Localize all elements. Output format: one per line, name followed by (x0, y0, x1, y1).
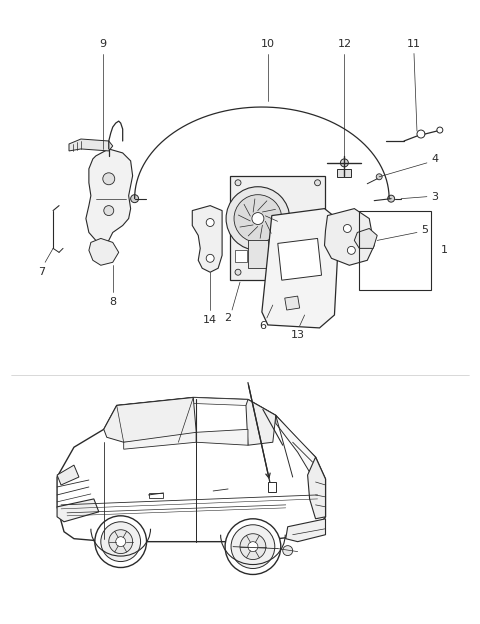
Polygon shape (278, 238, 322, 280)
Circle shape (95, 516, 146, 567)
Circle shape (248, 542, 258, 552)
Circle shape (231, 525, 275, 568)
Bar (235, 250, 247, 262)
Polygon shape (262, 208, 339, 328)
Polygon shape (246, 399, 276, 446)
Polygon shape (104, 397, 196, 442)
Circle shape (131, 195, 139, 203)
Polygon shape (57, 499, 99, 522)
Polygon shape (324, 208, 374, 265)
Circle shape (314, 269, 321, 275)
Polygon shape (196, 429, 248, 446)
Polygon shape (117, 397, 276, 419)
Polygon shape (286, 519, 325, 542)
Circle shape (104, 206, 114, 215)
Text: 11: 11 (407, 39, 421, 49)
Polygon shape (308, 457, 325, 519)
Polygon shape (89, 238, 119, 265)
Circle shape (417, 130, 425, 138)
Circle shape (348, 246, 355, 255)
Circle shape (235, 180, 241, 186)
Circle shape (206, 255, 214, 262)
Circle shape (225, 519, 281, 575)
Text: 2: 2 (225, 313, 232, 323)
Circle shape (101, 522, 141, 562)
Polygon shape (57, 465, 79, 485)
Circle shape (103, 173, 115, 185)
Bar (268, 482, 276, 492)
Text: 5: 5 (421, 225, 429, 235)
Text: 6: 6 (259, 321, 266, 331)
Polygon shape (69, 139, 113, 151)
Circle shape (240, 534, 266, 560)
Text: 4: 4 (432, 154, 438, 164)
Circle shape (437, 127, 443, 133)
Circle shape (234, 195, 282, 242)
Bar (360, 210, 431, 290)
Circle shape (116, 537, 126, 547)
Circle shape (206, 218, 214, 227)
Bar (230, 176, 324, 280)
Text: 8: 8 (109, 297, 116, 307)
Circle shape (343, 225, 351, 233)
Circle shape (340, 159, 348, 167)
Text: 13: 13 (291, 330, 305, 340)
Circle shape (388, 195, 395, 202)
Circle shape (376, 174, 382, 180)
Text: 14: 14 (203, 315, 217, 325)
Text: 9: 9 (99, 39, 107, 49)
Polygon shape (86, 149, 132, 245)
Text: 7: 7 (37, 267, 45, 277)
Polygon shape (192, 206, 222, 272)
Polygon shape (354, 228, 377, 248)
Circle shape (314, 180, 321, 186)
Text: 3: 3 (432, 192, 438, 202)
Text: 1: 1 (441, 245, 448, 255)
Bar (248, 240, 268, 268)
Polygon shape (57, 397, 325, 542)
Polygon shape (276, 416, 323, 487)
Circle shape (109, 530, 132, 553)
Bar (148, 493, 164, 498)
Text: 10: 10 (261, 39, 275, 49)
Bar (337, 169, 351, 177)
Circle shape (226, 187, 290, 250)
Circle shape (235, 269, 241, 275)
Text: 12: 12 (337, 39, 351, 49)
Polygon shape (285, 296, 300, 310)
Circle shape (252, 213, 264, 225)
Circle shape (283, 545, 293, 555)
Polygon shape (124, 432, 196, 449)
